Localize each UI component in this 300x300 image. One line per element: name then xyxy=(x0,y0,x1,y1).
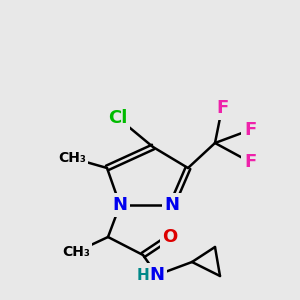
Text: H: H xyxy=(136,268,149,283)
Text: F: F xyxy=(244,121,256,139)
Text: F: F xyxy=(244,153,256,171)
Text: CH₃: CH₃ xyxy=(58,151,86,165)
Text: N: N xyxy=(164,196,179,214)
Text: O: O xyxy=(162,228,178,246)
Text: N: N xyxy=(112,196,128,214)
Text: Cl: Cl xyxy=(108,109,128,127)
Text: N: N xyxy=(149,266,164,284)
Text: F: F xyxy=(216,99,228,117)
Text: CH₃: CH₃ xyxy=(62,245,90,259)
